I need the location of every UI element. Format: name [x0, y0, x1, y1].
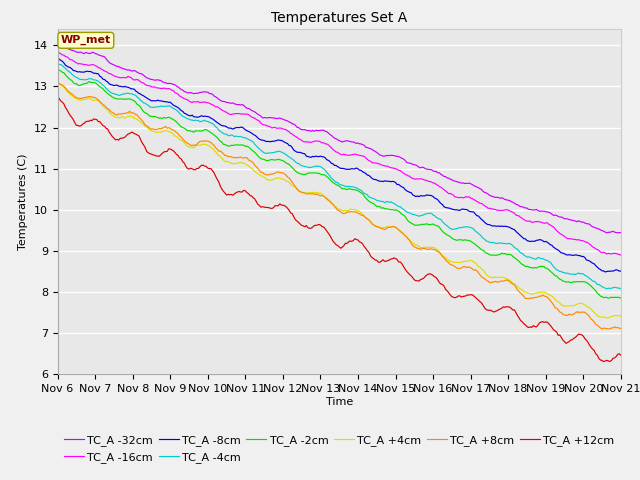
- TC_A -4cm: [159, 103, 166, 109]
- TC_A -32cm: [69, 48, 77, 53]
- TC_A -4cm: [374, 198, 382, 204]
- TC_A -32cm: [603, 230, 611, 236]
- Y-axis label: Temperatures (C): Temperatures (C): [18, 153, 28, 250]
- X-axis label: Time: Time: [326, 397, 353, 407]
- TC_A -32cm: [159, 79, 166, 85]
- TC_A -8cm: [159, 98, 166, 104]
- TC_A +4cm: [54, 79, 61, 85]
- TC_A +12cm: [548, 324, 556, 330]
- TC_A -4cm: [69, 72, 77, 78]
- Line: TC_A -2cm: TC_A -2cm: [58, 70, 621, 298]
- Line: TC_A -4cm: TC_A -4cm: [58, 64, 621, 289]
- TC_A +8cm: [55, 81, 63, 86]
- TC_A +4cm: [69, 94, 77, 99]
- TC_A -2cm: [604, 295, 612, 301]
- TC_A +12cm: [69, 117, 77, 122]
- TC_A +4cm: [617, 313, 625, 319]
- TC_A +8cm: [160, 125, 168, 131]
- Line: TC_A +12cm: TC_A +12cm: [58, 96, 621, 361]
- TC_A +8cm: [407, 240, 415, 246]
- TC_A +4cm: [374, 224, 382, 230]
- TC_A +4cm: [603, 315, 611, 321]
- TC_A -16cm: [69, 58, 77, 64]
- TC_A -4cm: [406, 210, 413, 216]
- TC_A -16cm: [548, 223, 556, 229]
- TC_A -2cm: [159, 116, 166, 121]
- TC_A -16cm: [54, 49, 61, 55]
- TC_A +8cm: [617, 325, 625, 331]
- TC_A +12cm: [374, 259, 382, 265]
- TC_A +8cm: [376, 225, 384, 230]
- TC_A -8cm: [393, 182, 401, 188]
- Line: TC_A -16cm: TC_A -16cm: [58, 52, 621, 255]
- TC_A +8cm: [604, 326, 612, 332]
- TC_A -16cm: [159, 85, 166, 91]
- TC_A -8cm: [617, 268, 625, 274]
- TC_A -2cm: [393, 207, 401, 213]
- TC_A +12cm: [617, 352, 625, 358]
- Text: WP_met: WP_met: [61, 35, 111, 46]
- TC_A +8cm: [395, 227, 403, 233]
- Line: TC_A +4cm: TC_A +4cm: [58, 82, 621, 318]
- TC_A -8cm: [406, 190, 413, 195]
- TC_A -8cm: [374, 178, 382, 184]
- TC_A -2cm: [548, 270, 556, 276]
- Line: TC_A +8cm: TC_A +8cm: [58, 84, 621, 329]
- TC_A -8cm: [69, 68, 77, 73]
- TC_A -8cm: [54, 55, 61, 61]
- Title: Temperatures Set A: Temperatures Set A: [271, 11, 407, 25]
- TC_A -2cm: [374, 204, 382, 209]
- TC_A -16cm: [393, 167, 401, 172]
- TC_A +12cm: [406, 272, 413, 277]
- TC_A +8cm: [550, 302, 557, 308]
- TC_A +12cm: [54, 93, 61, 99]
- TC_A -16cm: [406, 173, 413, 179]
- TC_A +12cm: [159, 150, 166, 156]
- TC_A -4cm: [393, 203, 401, 208]
- TC_A -4cm: [617, 286, 625, 292]
- TC_A -8cm: [602, 269, 609, 275]
- TC_A -4cm: [548, 262, 556, 267]
- TC_A +4cm: [548, 293, 556, 299]
- Line: TC_A -8cm: TC_A -8cm: [58, 58, 621, 272]
- TC_A -32cm: [393, 154, 401, 159]
- TC_A -32cm: [374, 151, 382, 156]
- Legend: TC_A -32cm, TC_A -16cm, TC_A -8cm, TC_A -4cm, TC_A -2cm, TC_A +4cm, TC_A +8cm, T: TC_A -32cm, TC_A -16cm, TC_A -8cm, TC_A …: [64, 435, 614, 463]
- TC_A +4cm: [406, 237, 413, 243]
- TC_A -2cm: [617, 295, 625, 301]
- TC_A -32cm: [406, 160, 413, 166]
- TC_A +8cm: [54, 81, 61, 87]
- TC_A -4cm: [54, 61, 61, 67]
- TC_A -32cm: [617, 229, 625, 235]
- TC_A -16cm: [374, 161, 382, 167]
- TC_A +8cm: [71, 94, 79, 100]
- TC_A +12cm: [600, 359, 607, 364]
- TC_A -8cm: [548, 242, 556, 248]
- TC_A +4cm: [159, 129, 166, 134]
- TC_A -2cm: [406, 219, 413, 225]
- TC_A -2cm: [54, 67, 61, 72]
- TC_A +12cm: [393, 257, 401, 263]
- TC_A +4cm: [393, 225, 401, 231]
- TC_A -2cm: [69, 80, 77, 85]
- Line: TC_A -32cm: TC_A -32cm: [58, 45, 621, 233]
- TC_A -16cm: [617, 252, 625, 258]
- TC_A -32cm: [548, 211, 556, 217]
- TC_A -32cm: [54, 42, 61, 48]
